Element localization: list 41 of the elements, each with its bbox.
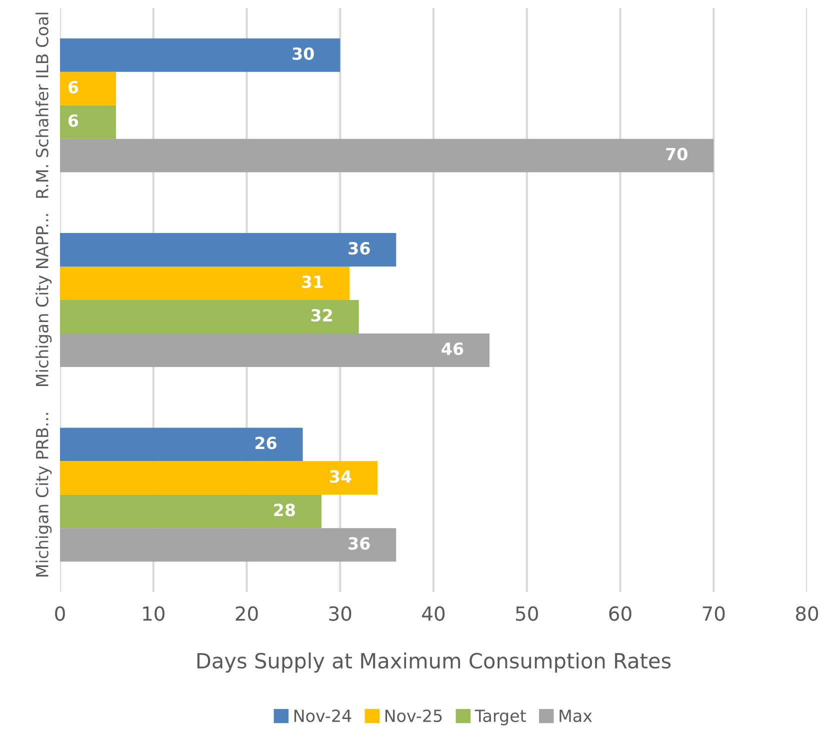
data-label: 28 xyxy=(274,504,295,516)
x-tick-label: 80 xyxy=(796,606,818,621)
legend-label: Nov-25 xyxy=(385,709,442,722)
x-tick-label: 0 xyxy=(55,606,65,621)
bar xyxy=(60,266,350,300)
bar xyxy=(60,38,340,72)
y-tick-label: Michigan City NAPP... xyxy=(36,214,52,386)
bar xyxy=(60,105,116,139)
x-tick-label: 10 xyxy=(143,606,164,621)
x-tick-label: 40 xyxy=(422,606,445,621)
data-label: 6 xyxy=(68,114,78,127)
x-tick-label: 60 xyxy=(609,606,632,621)
data-label: 32 xyxy=(311,308,332,322)
data-label: 36 xyxy=(348,242,370,255)
legend-label: Max xyxy=(560,710,592,722)
bar xyxy=(60,461,378,495)
bar xyxy=(60,528,396,562)
data-label: 36 xyxy=(348,537,370,550)
bar xyxy=(60,300,359,334)
data-label: 31 xyxy=(302,275,323,288)
data-label: 26 xyxy=(255,436,276,450)
data-label: 70 xyxy=(666,148,688,160)
x-axis-title: Days Supply at Maximum Consumption Rates xyxy=(197,652,671,673)
legend-label: Nov-24 xyxy=(294,709,352,722)
bar xyxy=(60,333,490,367)
x-tick-label: 20 xyxy=(236,606,258,621)
legend-label: Target xyxy=(474,710,526,726)
bar xyxy=(60,494,322,528)
data-label: 6 xyxy=(68,80,78,94)
x-tick-label: 30 xyxy=(329,606,352,621)
y-tick-label: R.M. Schahfer ILB Coal xyxy=(36,12,48,198)
data-label: 30 xyxy=(292,47,314,60)
y-tick-label: Michigan City PRB... xyxy=(36,412,52,576)
data-label: 34 xyxy=(330,470,352,483)
bar xyxy=(60,72,116,106)
bar xyxy=(60,233,396,267)
bar xyxy=(60,138,714,172)
bar xyxy=(60,428,303,462)
x-tick-label: 70 xyxy=(702,606,725,621)
x-tick-label: 50 xyxy=(516,606,538,621)
data-label: 46 xyxy=(442,342,464,356)
